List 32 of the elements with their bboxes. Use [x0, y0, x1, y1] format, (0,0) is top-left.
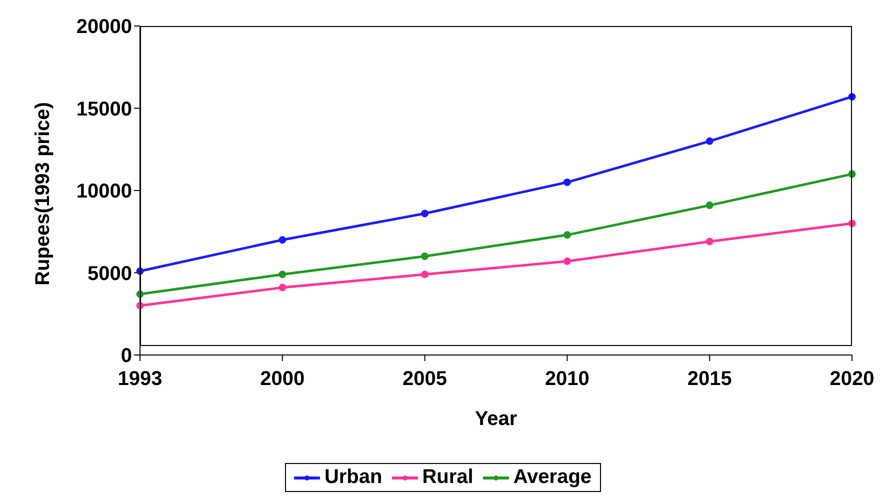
x-tick-label: 2005: [402, 368, 448, 390]
point: [563, 178, 571, 186]
x-tick-label: 2020: [830, 368, 874, 390]
y-tick-label: 20000: [76, 16, 132, 38]
point: [278, 284, 286, 292]
point: [563, 257, 571, 265]
y-axis-title: Rupees(1993 price): [32, 102, 54, 286]
point: [706, 202, 714, 210]
point: [136, 267, 144, 275]
x-tick-label: 2010: [544, 368, 590, 390]
x-axis-title: Year: [474, 408, 518, 430]
point: [848, 220, 856, 228]
point: [421, 270, 429, 278]
point: [421, 210, 429, 218]
point: [278, 236, 286, 244]
legend-label: Urban: [323, 466, 382, 489]
y-tick-label: 0: [120, 345, 132, 368]
point: [706, 238, 714, 246]
point: [563, 231, 571, 239]
x-tick-label: 2000: [260, 368, 305, 390]
point: [136, 302, 144, 310]
y-tick-label: 15000: [76, 98, 132, 120]
legend-label: Average: [512, 466, 592, 489]
point: [421, 252, 429, 260]
y-tick-label: 10000: [76, 180, 132, 203]
x-tick-label: 2015: [687, 368, 732, 390]
x-tick-label: 1993: [118, 368, 162, 390]
legend-label: Rural: [421, 466, 474, 489]
y-tick-label: 5000: [88, 262, 132, 285]
point: [136, 290, 144, 298]
point: [706, 137, 714, 145]
point: [278, 270, 286, 278]
